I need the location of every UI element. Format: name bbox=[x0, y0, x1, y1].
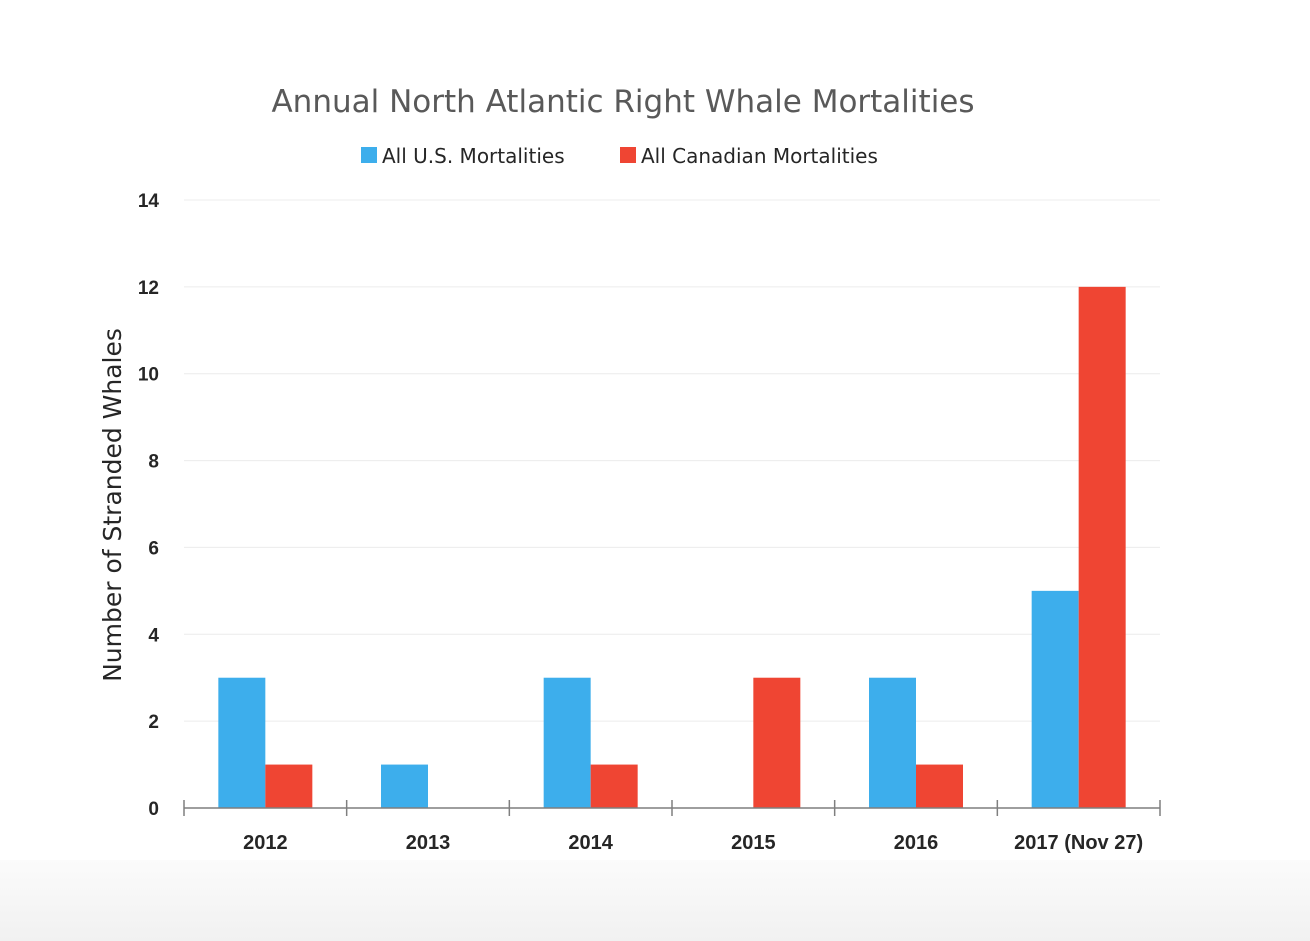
bar-canadian bbox=[590, 764, 638, 808]
legend: All U.S. Mortalities All Canadian Mortal… bbox=[361, 144, 878, 168]
x-tick-label: 2016 bbox=[894, 832, 939, 854]
x-tick-label: 2015 bbox=[731, 832, 776, 854]
legend-swatch-canadian bbox=[620, 147, 636, 163]
x-tick-label: 2014 bbox=[568, 832, 613, 854]
legend-swatch-us bbox=[361, 147, 377, 163]
y-tick-label: 6 bbox=[148, 538, 159, 559]
bar-canadian bbox=[1078, 286, 1126, 808]
y-tick-label: 14 bbox=[138, 191, 160, 212]
y-tick-label: 12 bbox=[138, 278, 159, 299]
y-tick-label: 2 bbox=[148, 712, 159, 733]
x-tick-label: 2012 bbox=[243, 832, 288, 854]
x-tick-label: 2013 bbox=[406, 832, 451, 854]
y-tick-label: 0 bbox=[148, 799, 159, 820]
bar-us bbox=[869, 677, 916, 808]
y-tick-label: 4 bbox=[148, 625, 159, 646]
x-tick-label: 2017 (Nov 27) bbox=[1014, 832, 1143, 854]
page-footer-band bbox=[0, 860, 1310, 941]
gridlines bbox=[184, 199, 1160, 722]
y-tick-label: 10 bbox=[138, 365, 159, 386]
y-tick-label: 8 bbox=[148, 452, 159, 473]
bar-us bbox=[1031, 590, 1079, 808]
x-axis-ticks: 2012 2013 2014 2015 2016 2017 (Nov 27) bbox=[243, 832, 1143, 854]
bar-us bbox=[381, 764, 428, 808]
legend-label-us: All U.S. Mortalities bbox=[382, 144, 565, 168]
legend-label-canadian: All Canadian Mortalities bbox=[641, 144, 878, 168]
bar-canadian bbox=[916, 764, 963, 808]
bars bbox=[218, 286, 1126, 808]
x-axis bbox=[183, 800, 1161, 816]
bar-us bbox=[218, 677, 266, 808]
y-axis-ticks: 0 2 4 6 8 10 12 14 bbox=[138, 191, 160, 820]
bar-canadian bbox=[753, 677, 801, 808]
bar-canadian bbox=[265, 764, 313, 808]
chart-title: Annual North Atlantic Right Whale Mortal… bbox=[271, 84, 974, 120]
y-axis-label: Number of Stranded Whales bbox=[98, 328, 127, 682]
bar-us bbox=[543, 677, 591, 808]
